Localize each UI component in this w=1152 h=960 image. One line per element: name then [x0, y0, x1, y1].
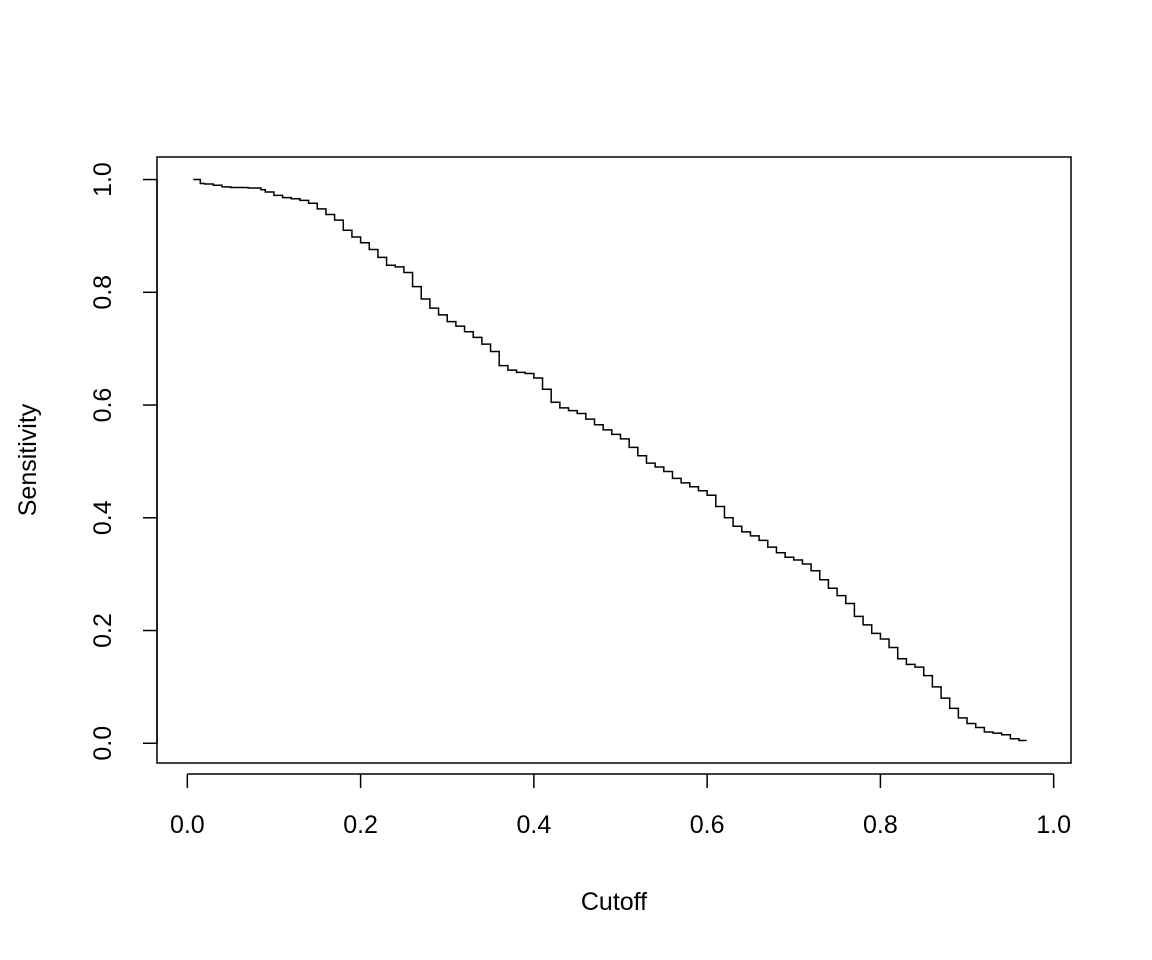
x-axis: 0.0 0.2 0.4 0.6 0.8 1.0: [170, 773, 1071, 839]
x-axis-title: Cutoff: [581, 888, 647, 916]
y-axis-title: Sensitivity: [14, 403, 42, 516]
series-layer: [193, 178, 1027, 742]
x-tick-label: 0.2: [343, 811, 378, 839]
x-tick-label: 1.0: [1036, 811, 1071, 839]
x-tick-label: 0.8: [863, 811, 898, 839]
plot-box: [156, 156, 1072, 764]
x-tick-label: 0.6: [690, 811, 725, 839]
y-tick-label: 1.0: [89, 162, 117, 197]
x-tick-label: 0.4: [516, 811, 551, 839]
y-tick-label: 0.0: [89, 726, 117, 761]
y-axis: 0.0 0.2 0.4 0.6 0.8 1.0: [89, 162, 158, 761]
y-tick-label: 0.4: [89, 500, 117, 535]
sensitivity-line: [193, 178, 1027, 742]
y-tick-label: 0.8: [89, 275, 117, 310]
y-tick-label: 0.2: [89, 613, 117, 648]
y-tick-label: 0.6: [89, 388, 117, 423]
x-tick-label: 0.0: [170, 811, 205, 839]
